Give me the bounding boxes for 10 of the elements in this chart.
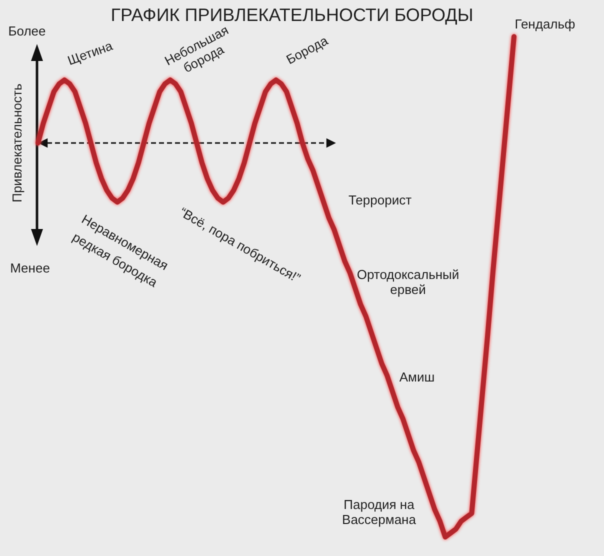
annotation: Пародия на Вассермана	[342, 497, 417, 527]
annotation: Щетина	[66, 38, 116, 68]
annotation: Ортодоксальный ервей	[356, 267, 460, 297]
annotation: Менее	[10, 260, 50, 276]
annotation: Амиш	[399, 370, 435, 384]
y-axis-title: Привлекательность	[10, 83, 24, 202]
annotation: Более	[8, 24, 46, 38]
chart-title: ГРАФИК ПРИВЛЕКАТЕЛЬНОСТИ БОРОДЫ	[110, 5, 474, 25]
text: Гендальф	[514, 16, 576, 32]
annotation: Террорист	[348, 192, 412, 208]
